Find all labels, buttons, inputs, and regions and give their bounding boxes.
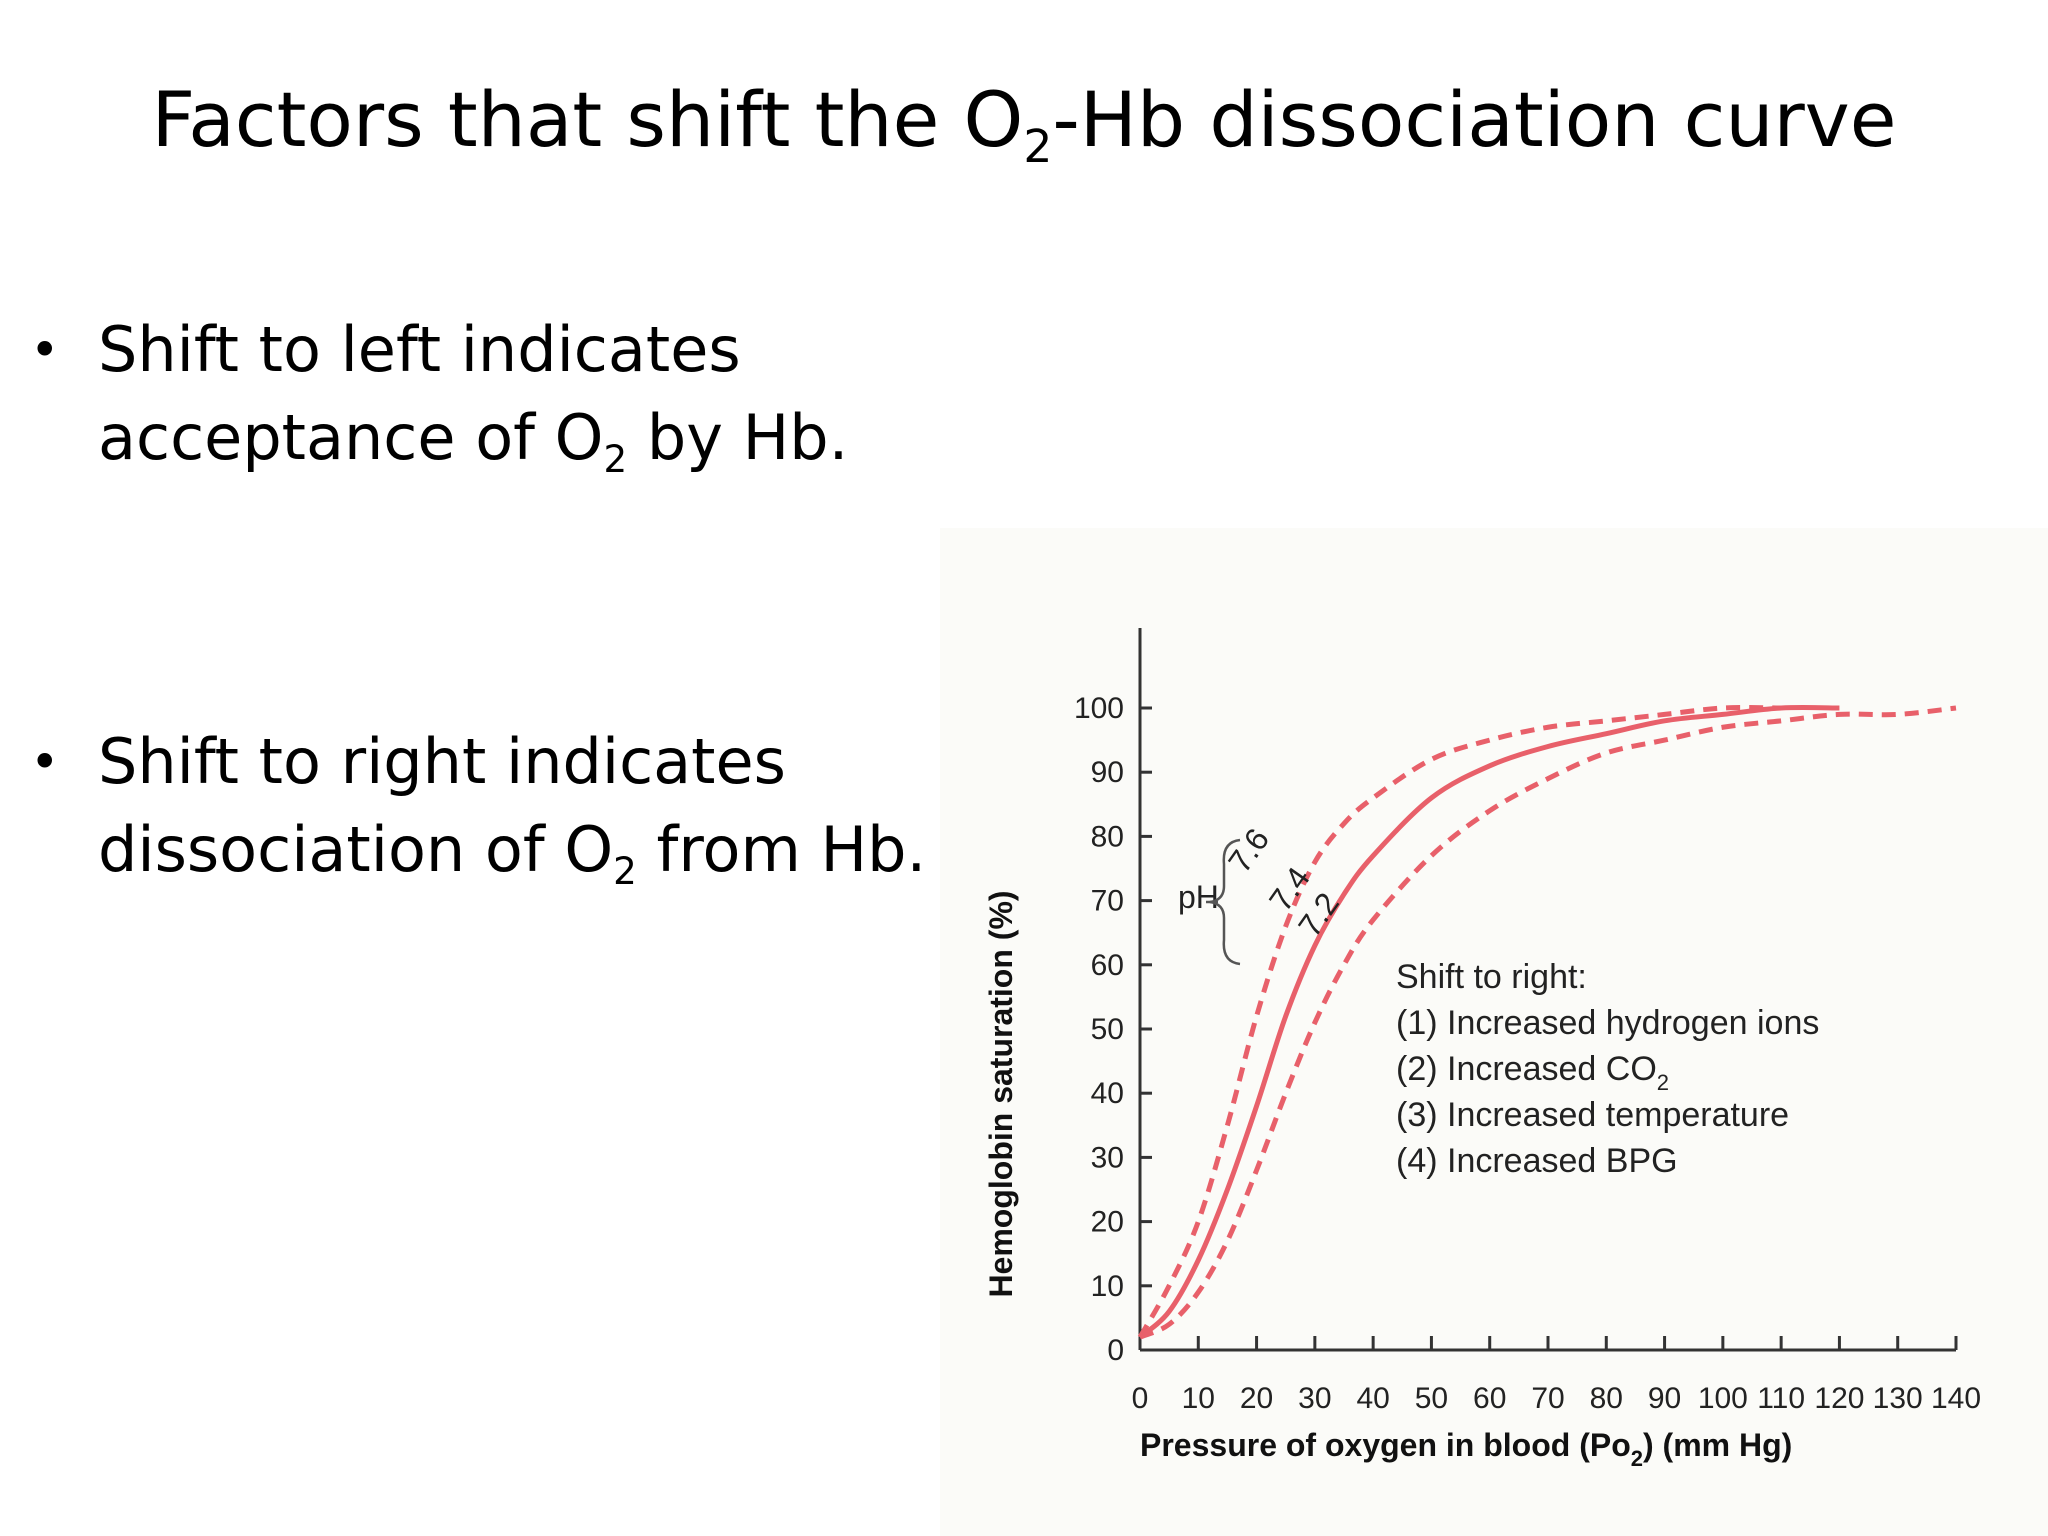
x-tick-label: 140 — [1931, 1382, 1981, 1415]
y-tick-label: 20 — [1091, 1206, 1124, 1239]
y-tick-label: 80 — [1091, 820, 1124, 853]
series — [1137, 705, 1957, 1340]
x-tick-label: 20 — [1240, 1382, 1273, 1415]
annotations: pH 7.67.47.2 — [1178, 822, 1346, 966]
x-tick-label: 80 — [1590, 1382, 1623, 1415]
x-tick-label: 130 — [1873, 1382, 1923, 1415]
bullet-dot: • — [30, 733, 60, 791]
chart-panel: 0 10 20 30 40 50 60 70 80 90 100 0 10 20 30 40 50 60 70 80 9… — [940, 528, 2048, 1536]
x-tick-label: 60 — [1473, 1382, 1506, 1415]
bullet-line-2: acceptance of O2 by Hb. — [98, 401, 849, 482]
bullet-line-1: Shift to left indicates — [98, 313, 741, 386]
x-tick-label: 100 — [1698, 1382, 1748, 1415]
bullet-dot: • — [30, 321, 60, 379]
y-tick-label: 50 — [1091, 1013, 1124, 1046]
legend-item-4: (4) Increased BPG — [1396, 1142, 1678, 1180]
x-tick-label: 50 — [1415, 1382, 1448, 1415]
y-tick-label: 90 — [1091, 756, 1124, 789]
title-text: Factors that shift the O — [151, 75, 1024, 164]
legend-title: Shift to right: — [1396, 958, 1587, 996]
y-axis-title: Hemoglobin saturation (%) — [983, 890, 1019, 1297]
legend-item-3: (3) Increased temperature — [1396, 1096, 1789, 1134]
y-tick-label: 60 — [1091, 949, 1124, 982]
legend-item-1: (1) Increased hydrogen ions — [1396, 1004, 1819, 1042]
y-tick-label: 100 — [1074, 692, 1124, 725]
title-subscript: 2 — [1023, 119, 1053, 173]
ph-value-label: 7.6 — [1221, 822, 1276, 879]
x-tick-label: 30 — [1298, 1382, 1331, 1415]
series-line-ph-7-2 — [1138, 705, 1957, 1340]
bullet-text: Shift to left indicates acceptance of O2… — [98, 306, 848, 482]
x-tick-label: 90 — [1648, 1382, 1681, 1415]
y-tick-label: 10 — [1091, 1270, 1124, 1303]
series-line-ph-7-4 — [1138, 705, 1840, 1340]
bullet-line-1: Shift to right indicates — [98, 725, 786, 798]
slide-title: Factors that shift the O2-Hb dissociatio… — [0, 75, 2048, 170]
legend-item-2: (2) Increased CO2 — [1396, 1050, 1669, 1095]
x-tick-label: 10 — [1182, 1382, 1215, 1415]
ph-label: pH — [1178, 879, 1219, 915]
title-text-end: -Hb dissociation curve — [1052, 75, 1897, 164]
x-tick-label: 120 — [1814, 1382, 1864, 1415]
x-tick-label: 110 — [1757, 1382, 1805, 1415]
axes: 0 10 20 30 40 50 60 70 80 90 100 0 10 20 30 40 50 60 70 80 9… — [1074, 628, 1981, 1415]
y-tick-label: 0 — [1107, 1334, 1124, 1367]
x-tick-label: 70 — [1531, 1382, 1564, 1415]
bullet-text: Shift to right indicates dissociation of… — [98, 718, 926, 894]
x-axis-title: Pressure of oxygen in blood (Po2) (mm Hg… — [1140, 1427, 1792, 1471]
y-tick-label: 30 — [1091, 1141, 1124, 1174]
dissociation-chart: 0 10 20 30 40 50 60 70 80 90 100 0 10 20 30 40 50 60 70 80 9… — [983, 628, 1981, 1471]
x-tick-label: 40 — [1356, 1382, 1389, 1415]
series-line-ph-7-6 — [1137, 705, 1782, 1339]
x-tick-label: 0 — [1132, 1382, 1149, 1415]
legend: Shift to right: (1) Increased hydrogen i… — [1396, 958, 1819, 1180]
y-tick-label: 70 — [1091, 885, 1124, 918]
y-tick-label: 40 — [1091, 1077, 1124, 1110]
bullet-line-2: dissociation of O2 from Hb. — [98, 813, 927, 894]
